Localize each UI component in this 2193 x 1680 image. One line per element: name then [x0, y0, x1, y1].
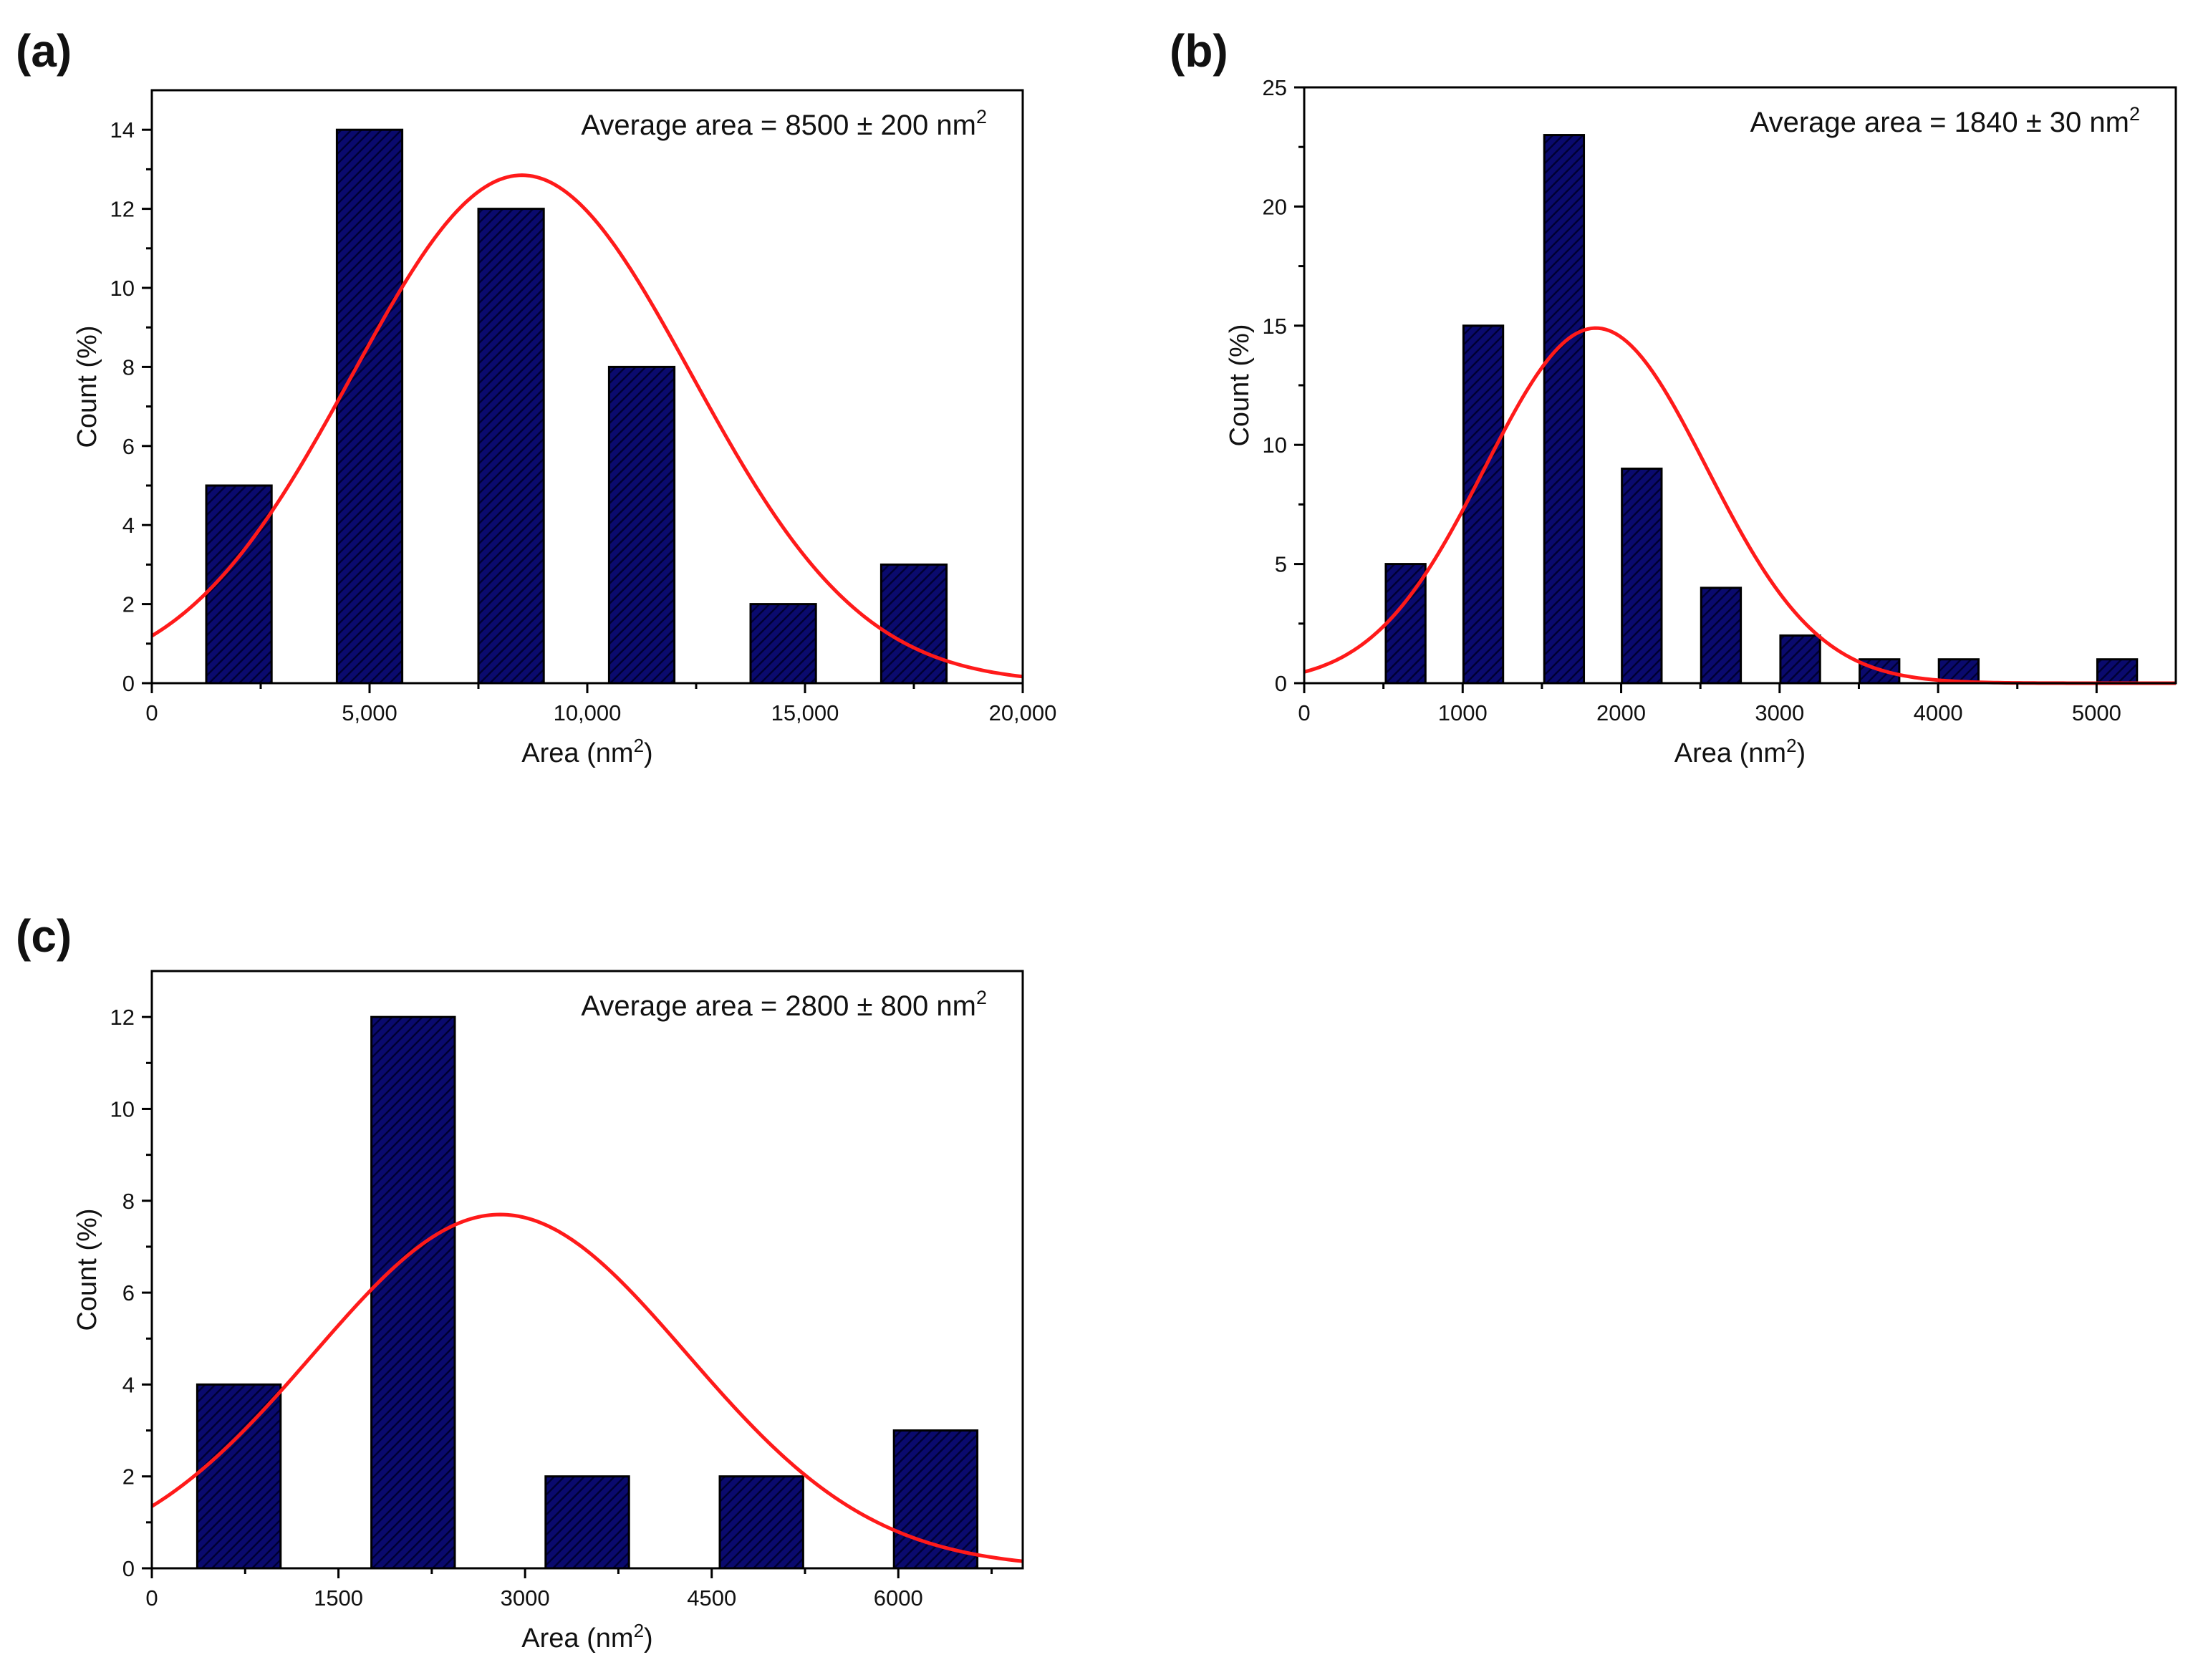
- y-tick-label: 5: [1275, 552, 1287, 577]
- y-tick-label: 6: [122, 1280, 135, 1305]
- panel-b-label: (b): [1170, 25, 1228, 77]
- fit-curve: [150, 173, 1023, 679]
- x-tick-label: 6000: [874, 1585, 923, 1611]
- y-tick-label: 4: [122, 1372, 135, 1397]
- y-tick-label: 10: [110, 276, 135, 301]
- y-tick-label: 8: [122, 1189, 135, 1214]
- x-tick-label: 1500: [314, 1585, 363, 1611]
- y-tick-label: 12: [110, 197, 135, 222]
- y-tick-label: 2: [122, 592, 135, 617]
- y-tick-label: 12: [110, 1005, 135, 1030]
- plot-frame: [150, 970, 1024, 1570]
- panel-a: (a) 0 5,000 10,000 15,000 20,000 0 2 4 6 8 10 12 14 A…: [0, 0, 1096, 816]
- x-tick-label: 4000: [1914, 700, 1963, 725]
- y-tick-label: 0: [122, 1556, 135, 1581]
- y-tick-label: 0: [1275, 671, 1287, 696]
- average-area-annotation: Average area = 2800 ± 800 nm2: [581, 987, 987, 1022]
- bar-2: [477, 208, 545, 685]
- bar-3: [718, 1475, 804, 1570]
- x-axis-title: Area (nm2): [521, 735, 652, 768]
- bar-5: [879, 563, 948, 685]
- bar-0: [196, 1383, 282, 1570]
- average-area-annotation: Average area = 8500 ± 200 nm2: [581, 106, 987, 141]
- x-tick-label: 10,000: [554, 700, 622, 725]
- y-tick-label: 10: [110, 1096, 135, 1121]
- panel-a-label: (a): [16, 25, 72, 77]
- panel-b: (b) 0 1000 2000 3000 4000 5000 0 5 10 15 20 25 Area …: [1096, 0, 2193, 816]
- y-tick-label: 15: [1263, 314, 1287, 339]
- x-tick-label: 4500: [687, 1585, 736, 1611]
- bar-1: [335, 128, 404, 685]
- x-tick-label: 3000: [1755, 700, 1804, 725]
- x-tick-label: 5000: [2072, 700, 2121, 725]
- y-axis-title: Count (%): [72, 1208, 102, 1331]
- x-axis-title: Area (nm2): [521, 1620, 652, 1654]
- y-tick-label: 4: [122, 513, 135, 538]
- fit-curve: [150, 1212, 1023, 1563]
- x-axis-title: Area (nm2): [1674, 735, 1806, 768]
- x-tick-label: 15,000: [771, 700, 839, 725]
- bar-4: [892, 1429, 979, 1570]
- y-axis-title: Count (%): [72, 325, 102, 448]
- x-tick-label: 0: [145, 700, 158, 725]
- x-tick-label: 5,000: [342, 700, 397, 725]
- y-axis-title: Count (%): [1225, 324, 1255, 446]
- y-tick-label: 14: [110, 117, 135, 143]
- x-tick-label: 0: [1298, 700, 1310, 725]
- bar-8: [2096, 658, 2139, 685]
- panel-c: (c) 0 1500 3000 4500 6000 0 2 4 6 8 10 12 Area (nm2)…: [0, 888, 1096, 1680]
- bar-4: [1700, 586, 1743, 685]
- bar-5: [1779, 634, 1821, 685]
- bar-3: [1621, 467, 1663, 685]
- average-area-annotation: Average area = 1840 ± 30 nm2: [1750, 103, 2140, 138]
- bar-1: [370, 1015, 456, 1570]
- panel-c-label: (c): [16, 910, 72, 962]
- y-tick-label: 20: [1263, 194, 1287, 219]
- x-tick-label: 2000: [1596, 700, 1646, 725]
- bar-2: [1543, 134, 1586, 685]
- bar-4: [749, 603, 817, 685]
- y-tick-label: 8: [122, 354, 135, 380]
- y-tick-label: 2: [122, 1464, 135, 1490]
- chart-c-svg: 0 1500 3000 4500 6000 0 2 4 6 8 10 12 Area (nm2) Coun…: [72, 970, 1024, 1654]
- chart-a-svg: 0 5,000 10,000 15,000 20,000 0 2 4 6 8 10 12 14 Area …: [72, 89, 1057, 768]
- bar-1: [1462, 324, 1505, 685]
- bar-3: [607, 365, 676, 685]
- x-tick-label: 20,000: [989, 700, 1057, 725]
- y-tick-label: 10: [1263, 433, 1287, 458]
- bar-0: [205, 484, 273, 685]
- bar-2: [544, 1475, 630, 1570]
- x-tick-label: 3000: [501, 1585, 550, 1611]
- x-tick-label: 1000: [1438, 700, 1488, 725]
- x-tick-label: 0: [145, 1585, 158, 1611]
- y-tick-label: 0: [122, 671, 135, 696]
- y-tick-label: 25: [1263, 75, 1287, 100]
- y-tick-label: 6: [122, 434, 135, 459]
- chart-b-svg: 0 1000 2000 3000 4000 5000 0 5 10 15 20 25 Area (nm2…: [1225, 75, 2177, 768]
